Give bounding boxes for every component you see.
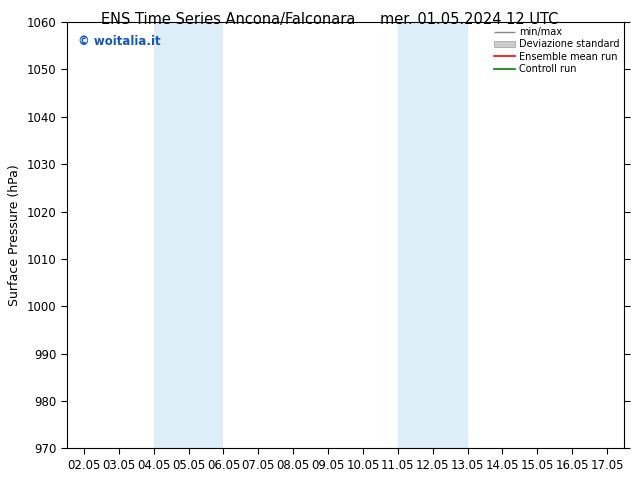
Text: mer. 01.05.2024 12 UTC: mer. 01.05.2024 12 UTC <box>380 12 559 27</box>
Legend: min/max, Deviazione standard, Ensemble mean run, Controll run: min/max, Deviazione standard, Ensemble m… <box>492 25 621 76</box>
Y-axis label: Surface Pressure (hPa): Surface Pressure (hPa) <box>8 164 21 306</box>
Text: ENS Time Series Ancona/Falconara: ENS Time Series Ancona/Falconara <box>101 12 356 27</box>
Bar <box>398 22 468 448</box>
Text: © woitalia.it: © woitalia.it <box>78 35 160 48</box>
Bar <box>153 22 224 448</box>
